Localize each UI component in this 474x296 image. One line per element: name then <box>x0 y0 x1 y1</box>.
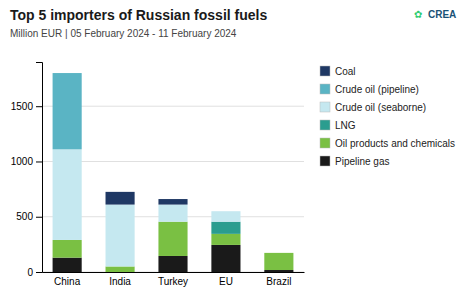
legend-label: LNG <box>335 120 356 131</box>
legend-label: Crude oil (pipeline) <box>335 84 419 95</box>
bar <box>158 199 187 205</box>
legend-swatch <box>320 66 330 76</box>
bar <box>53 149 82 240</box>
x-tick-label: India <box>109 276 131 287</box>
bar <box>106 266 135 272</box>
annotation: CREA <box>428 9 456 20</box>
x-tick-label: Brazil <box>266 276 291 287</box>
y-tick-mark <box>36 217 42 218</box>
bar <box>53 73 82 74</box>
y-tick: 0 <box>27 267 42 278</box>
bar <box>211 211 240 222</box>
x-tick: China <box>54 272 81 287</box>
legend-swatch <box>320 102 330 112</box>
chart: Top 5 importers of Russian fossil fuels M… <box>0 0 474 296</box>
series <box>106 192 188 205</box>
bar <box>264 270 293 272</box>
y-axis: 0 500 1000 1500 <box>11 63 43 278</box>
bar <box>211 211 240 212</box>
y-tick-mark <box>36 106 42 107</box>
y-tick-label: 0 <box>27 267 33 278</box>
y-tick-mark <box>36 272 42 273</box>
x-tick-label: Turkey <box>158 276 188 287</box>
bar <box>211 245 240 272</box>
subtitle: Million EUR | 05 February 2024 - 11 Febr… <box>10 28 237 39</box>
legend-item: Pipeline gas <box>320 156 389 167</box>
bar <box>211 211 240 212</box>
y-tick: 1500 <box>11 101 42 112</box>
x-axis: China India Turkey EU Brazil <box>43 272 305 287</box>
y-tick-label: 500 <box>16 211 33 222</box>
series <box>53 149 241 266</box>
bar <box>158 256 187 272</box>
annotation: ✿ <box>414 9 422 20</box>
bar <box>106 192 135 205</box>
x-tick: Brazil <box>266 272 291 287</box>
bar <box>264 253 293 270</box>
y-tick-label: 1000 <box>11 156 34 167</box>
y-tick: 500 <box>16 211 42 222</box>
x-axis-line <box>43 272 305 273</box>
legend-item: Crude oil (pipeline) <box>320 84 419 95</box>
bar <box>158 205 187 222</box>
plot: China India Turkey EU Brazil 0 500 1000 1500 <box>11 63 305 288</box>
bar <box>264 252 293 253</box>
legend-swatch <box>320 120 330 130</box>
legend-label: Coal <box>335 66 356 77</box>
x-tick: India <box>109 272 131 287</box>
bar <box>264 252 293 253</box>
series <box>53 222 294 272</box>
x-tick-label: EU <box>219 276 233 287</box>
bar <box>264 252 293 253</box>
bar <box>211 222 240 234</box>
x-tick-label: China <box>54 276 81 287</box>
legend-label: Oil products and chemicals <box>335 138 455 149</box>
x-tick: Turkey <box>158 272 188 287</box>
legend-item: LNG <box>320 120 356 131</box>
y-tick-mark <box>36 161 42 162</box>
legend: Coal Crude oil (pipeline) Crude oil (seabo… <box>320 66 455 167</box>
series <box>211 222 240 234</box>
legend-label: Crude oil (seaborne) <box>335 102 426 113</box>
legend-swatch <box>320 84 330 94</box>
bar <box>211 234 240 245</box>
bar <box>53 258 82 272</box>
bar <box>53 73 82 149</box>
legend-swatch <box>320 138 330 148</box>
legend-item: Crude oil (seaborne) <box>320 102 426 113</box>
bar <box>264 252 293 253</box>
title: Top 5 importers of Russian fossil fuels <box>10 7 267 23</box>
legend-item: Oil products and chemicals <box>320 138 455 149</box>
series <box>53 73 82 149</box>
legend-label: Pipeline gas <box>335 156 389 167</box>
bars <box>53 73 294 272</box>
legend-swatch <box>320 156 330 166</box>
legend-item: Coal <box>320 66 356 77</box>
y-axis-line <box>36 63 43 273</box>
bar <box>158 222 187 256</box>
y-tick: 1000 <box>11 156 42 167</box>
y-tick-label: 1500 <box>11 101 34 112</box>
bar <box>106 205 135 267</box>
bar <box>53 240 82 258</box>
x-tick: EU <box>219 272 233 287</box>
